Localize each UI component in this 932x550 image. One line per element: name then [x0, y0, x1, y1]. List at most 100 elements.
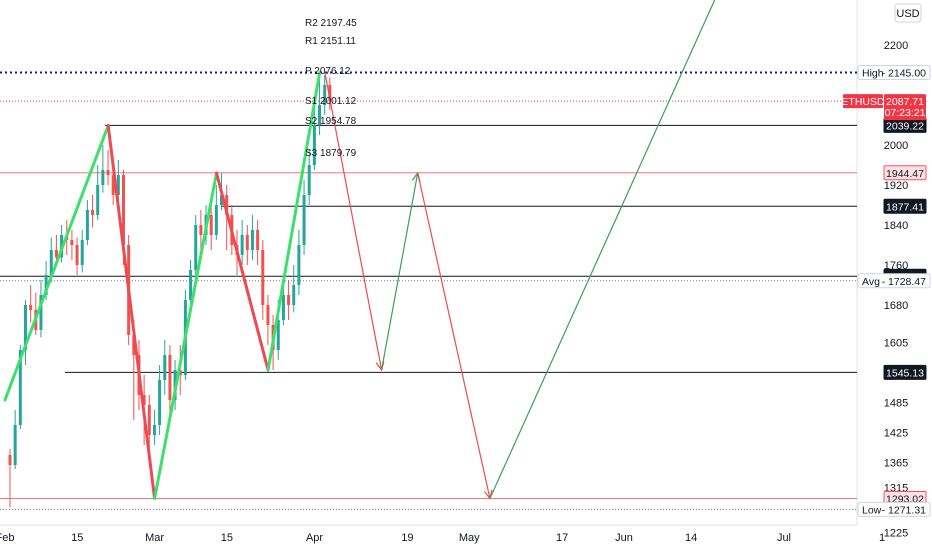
price-badge-2039.22[interactable]: 2039.22 [883, 117, 927, 133]
pivot-label-P: P 2076.12 [305, 66, 351, 77]
price-badge-1944.47[interactable]: 1944.47 [883, 165, 927, 181]
price-tick-label: 1840 [884, 220, 908, 232]
candle-body [307, 165, 311, 195]
price-tick-label: 1425 [884, 428, 908, 440]
candle-body [199, 225, 203, 235]
time-tick-label: Apr [306, 532, 323, 544]
time-axis[interactable]: Feb 15 Mar 15 Apr 19 May 17 Jun 14 Jul 1 [0, 532, 885, 544]
badge-value: - 2145.00 [882, 68, 927, 80]
plot-area[interactable]: R2 2197.45 R1 2151.11 P 2076.12 S1 2001.12 S… [0, 0, 858, 526]
time-tick-label: Jun [615, 532, 633, 544]
price-badge-1877.41[interactable]: 1877.41 [883, 198, 927, 214]
projection-down-arrow[interactable] [417, 172, 491, 499]
badge-value: 1944.47 [886, 168, 924, 180]
candle-body [23, 305, 27, 350]
currency-button[interactable]: USD [894, 3, 922, 23]
symbol-label: ETHUSD [841, 96, 885, 108]
time-tick-label: May [459, 532, 480, 544]
candle-body [256, 230, 260, 250]
candle-body [194, 225, 198, 270]
candle-body [245, 235, 249, 250]
candle-body [297, 245, 301, 285]
time-tick-label: Jul [777, 532, 791, 544]
candle-body [158, 380, 162, 425]
projection-down-arrow[interactable] [324, 72, 383, 371]
candle-body [13, 425, 17, 465]
candle-body [29, 305, 33, 310]
price-badge-1271.31[interactable]: Low - 1271.31 [857, 501, 931, 517]
badge-label: High [862, 68, 884, 80]
pivot-label-S3: S3 1879.79 [305, 148, 357, 159]
candle-body [225, 195, 229, 215]
candle-body [266, 305, 270, 325]
candle-body [214, 205, 218, 235]
candle-body [178, 370, 182, 375]
swing-up-line[interactable] [3, 124, 110, 402]
candle-body [209, 215, 213, 235]
time-tick-label: 17 [556, 532, 568, 544]
candle-body [54, 250, 58, 258]
badge-label: Low [862, 504, 882, 516]
time-tick-label: 14 [685, 532, 697, 544]
candle-body [189, 270, 193, 300]
badge-value: 1545.13 [886, 367, 924, 379]
badge-box [857, 501, 931, 517]
candle-body [116, 175, 120, 195]
candle-body [142, 395, 146, 405]
badge-box [883, 165, 927, 181]
projection-up-arrow[interactable] [489, 0, 717, 499]
candle-body [328, 85, 332, 102]
candle-body [261, 250, 265, 305]
badge-box [883, 364, 927, 380]
badge-value: 1877.41 [886, 201, 924, 213]
candle-body [85, 210, 89, 240]
time-tick-label: Feb [0, 532, 14, 544]
candle-body [91, 210, 95, 215]
time-tick-label: Mar [145, 532, 164, 544]
swing-down-line[interactable] [106, 124, 157, 500]
candle-body [147, 405, 151, 435]
price-badge-2145.00[interactable]: High- 2145.00 [857, 65, 931, 80]
candle-body [318, 105, 322, 125]
price-tick-label: 1365 [884, 458, 908, 470]
swing-up-line[interactable] [266, 71, 322, 372]
swing-down-line[interactable] [215, 171, 270, 372]
price-tick-label: 1485 [884, 398, 908, 410]
price-tick-label: 2200 [884, 40, 908, 52]
candle-body [152, 425, 156, 435]
pivot-label-S2: S2 1954.78 [305, 116, 357, 127]
candle-body [168, 355, 172, 400]
badge-value: - 1271.31 [882, 504, 927, 516]
candle-body [111, 175, 115, 195]
candle-body [106, 170, 110, 175]
candle-body [80, 240, 84, 265]
badge-label: Avg [862, 276, 880, 288]
candle-body [312, 125, 316, 165]
price-badge-1728.47[interactable]: Avg - 1728.47 [857, 273, 931, 289]
candle-body [281, 295, 285, 320]
candle-body [44, 275, 48, 295]
price-tick-label: 1920 [884, 180, 908, 192]
time-tick-label: 19 [401, 532, 413, 544]
candle-body [96, 185, 100, 215]
time-tick-label: 15 [71, 532, 83, 544]
candle-body [323, 85, 327, 105]
price-badge-1545.13[interactable]: 1545.13 [883, 364, 927, 380]
projection-up-arrow[interactable] [381, 172, 419, 371]
candle-body [302, 195, 306, 245]
price-axis[interactable]: 2200200019201840176016801605148514251365… [841, 40, 931, 540]
price-tick-label: 1605 [884, 338, 908, 350]
candle-body [276, 320, 280, 350]
candle-body [75, 245, 79, 265]
price-badge-box [884, 94, 926, 121]
price-tick-label: 1680 [884, 300, 908, 312]
candle-body [287, 295, 291, 305]
candle-body [220, 195, 224, 205]
pivot-label-R2: R2 2197.45 [305, 18, 357, 29]
swing-up-line[interactable] [153, 171, 219, 500]
candle-body [240, 235, 244, 255]
candle-body [292, 285, 296, 305]
countdown-value: 07:23:21 [885, 107, 926, 119]
